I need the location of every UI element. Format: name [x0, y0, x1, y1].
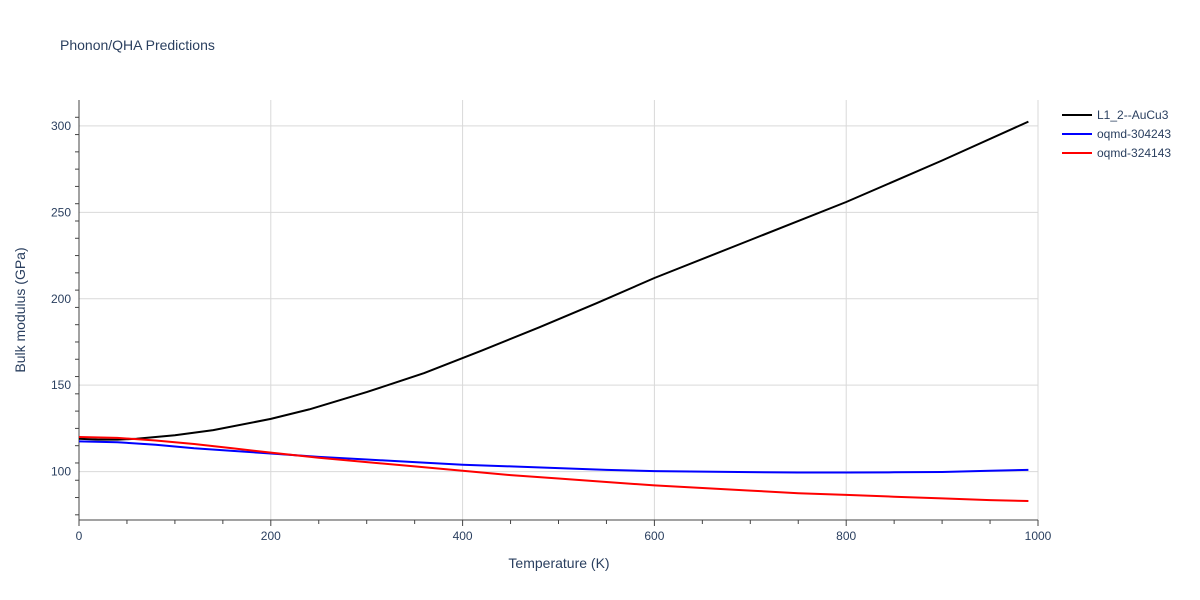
legend-label: oqmd-324143: [1097, 146, 1171, 160]
legend-item[interactable]: oqmd-304243: [1062, 127, 1171, 141]
series-line-oqmd-324143: [78, 436, 1029, 502]
y-tick-label: 100: [51, 465, 71, 479]
legend[interactable]: L1_2--AuCu3 oqmd-304243 oqmd-324143: [1062, 108, 1171, 160]
legend-label: L1_2--AuCu3: [1097, 108, 1169, 122]
y-tick-label: 300: [51, 119, 71, 133]
gridlines: [79, 100, 1039, 520]
y-tick-label: 150: [51, 378, 71, 392]
x-tick-label: 0: [76, 529, 83, 543]
x-axis-title: Temperature (K): [508, 555, 609, 571]
x-tick-label: 400: [453, 529, 473, 543]
x-tick-label: 1000: [1025, 529, 1052, 543]
series-line-oqmd-304243: [78, 440, 1029, 474]
x-tick-label: 600: [644, 529, 664, 543]
series-group: [78, 120, 1029, 502]
legend-label: oqmd-304243: [1097, 127, 1171, 141]
x-tick-label: 800: [836, 529, 856, 543]
legend-item[interactable]: L1_2--AuCu3: [1062, 108, 1169, 122]
y-tick-label: 200: [51, 292, 71, 306]
x-tick-label: 200: [261, 529, 281, 543]
legend-item[interactable]: oqmd-324143: [1062, 146, 1171, 160]
chart-title: Phonon/QHA Predictions: [60, 37, 215, 53]
y-axis-title: Bulk modulus (GPa): [12, 247, 28, 372]
axes: 0 200 400 600 800 1000 100 150 200 250 300: [51, 100, 1052, 543]
series-line-L1_2--AuCu3: [78, 120, 1029, 441]
y-tick-label: 250: [51, 205, 71, 219]
